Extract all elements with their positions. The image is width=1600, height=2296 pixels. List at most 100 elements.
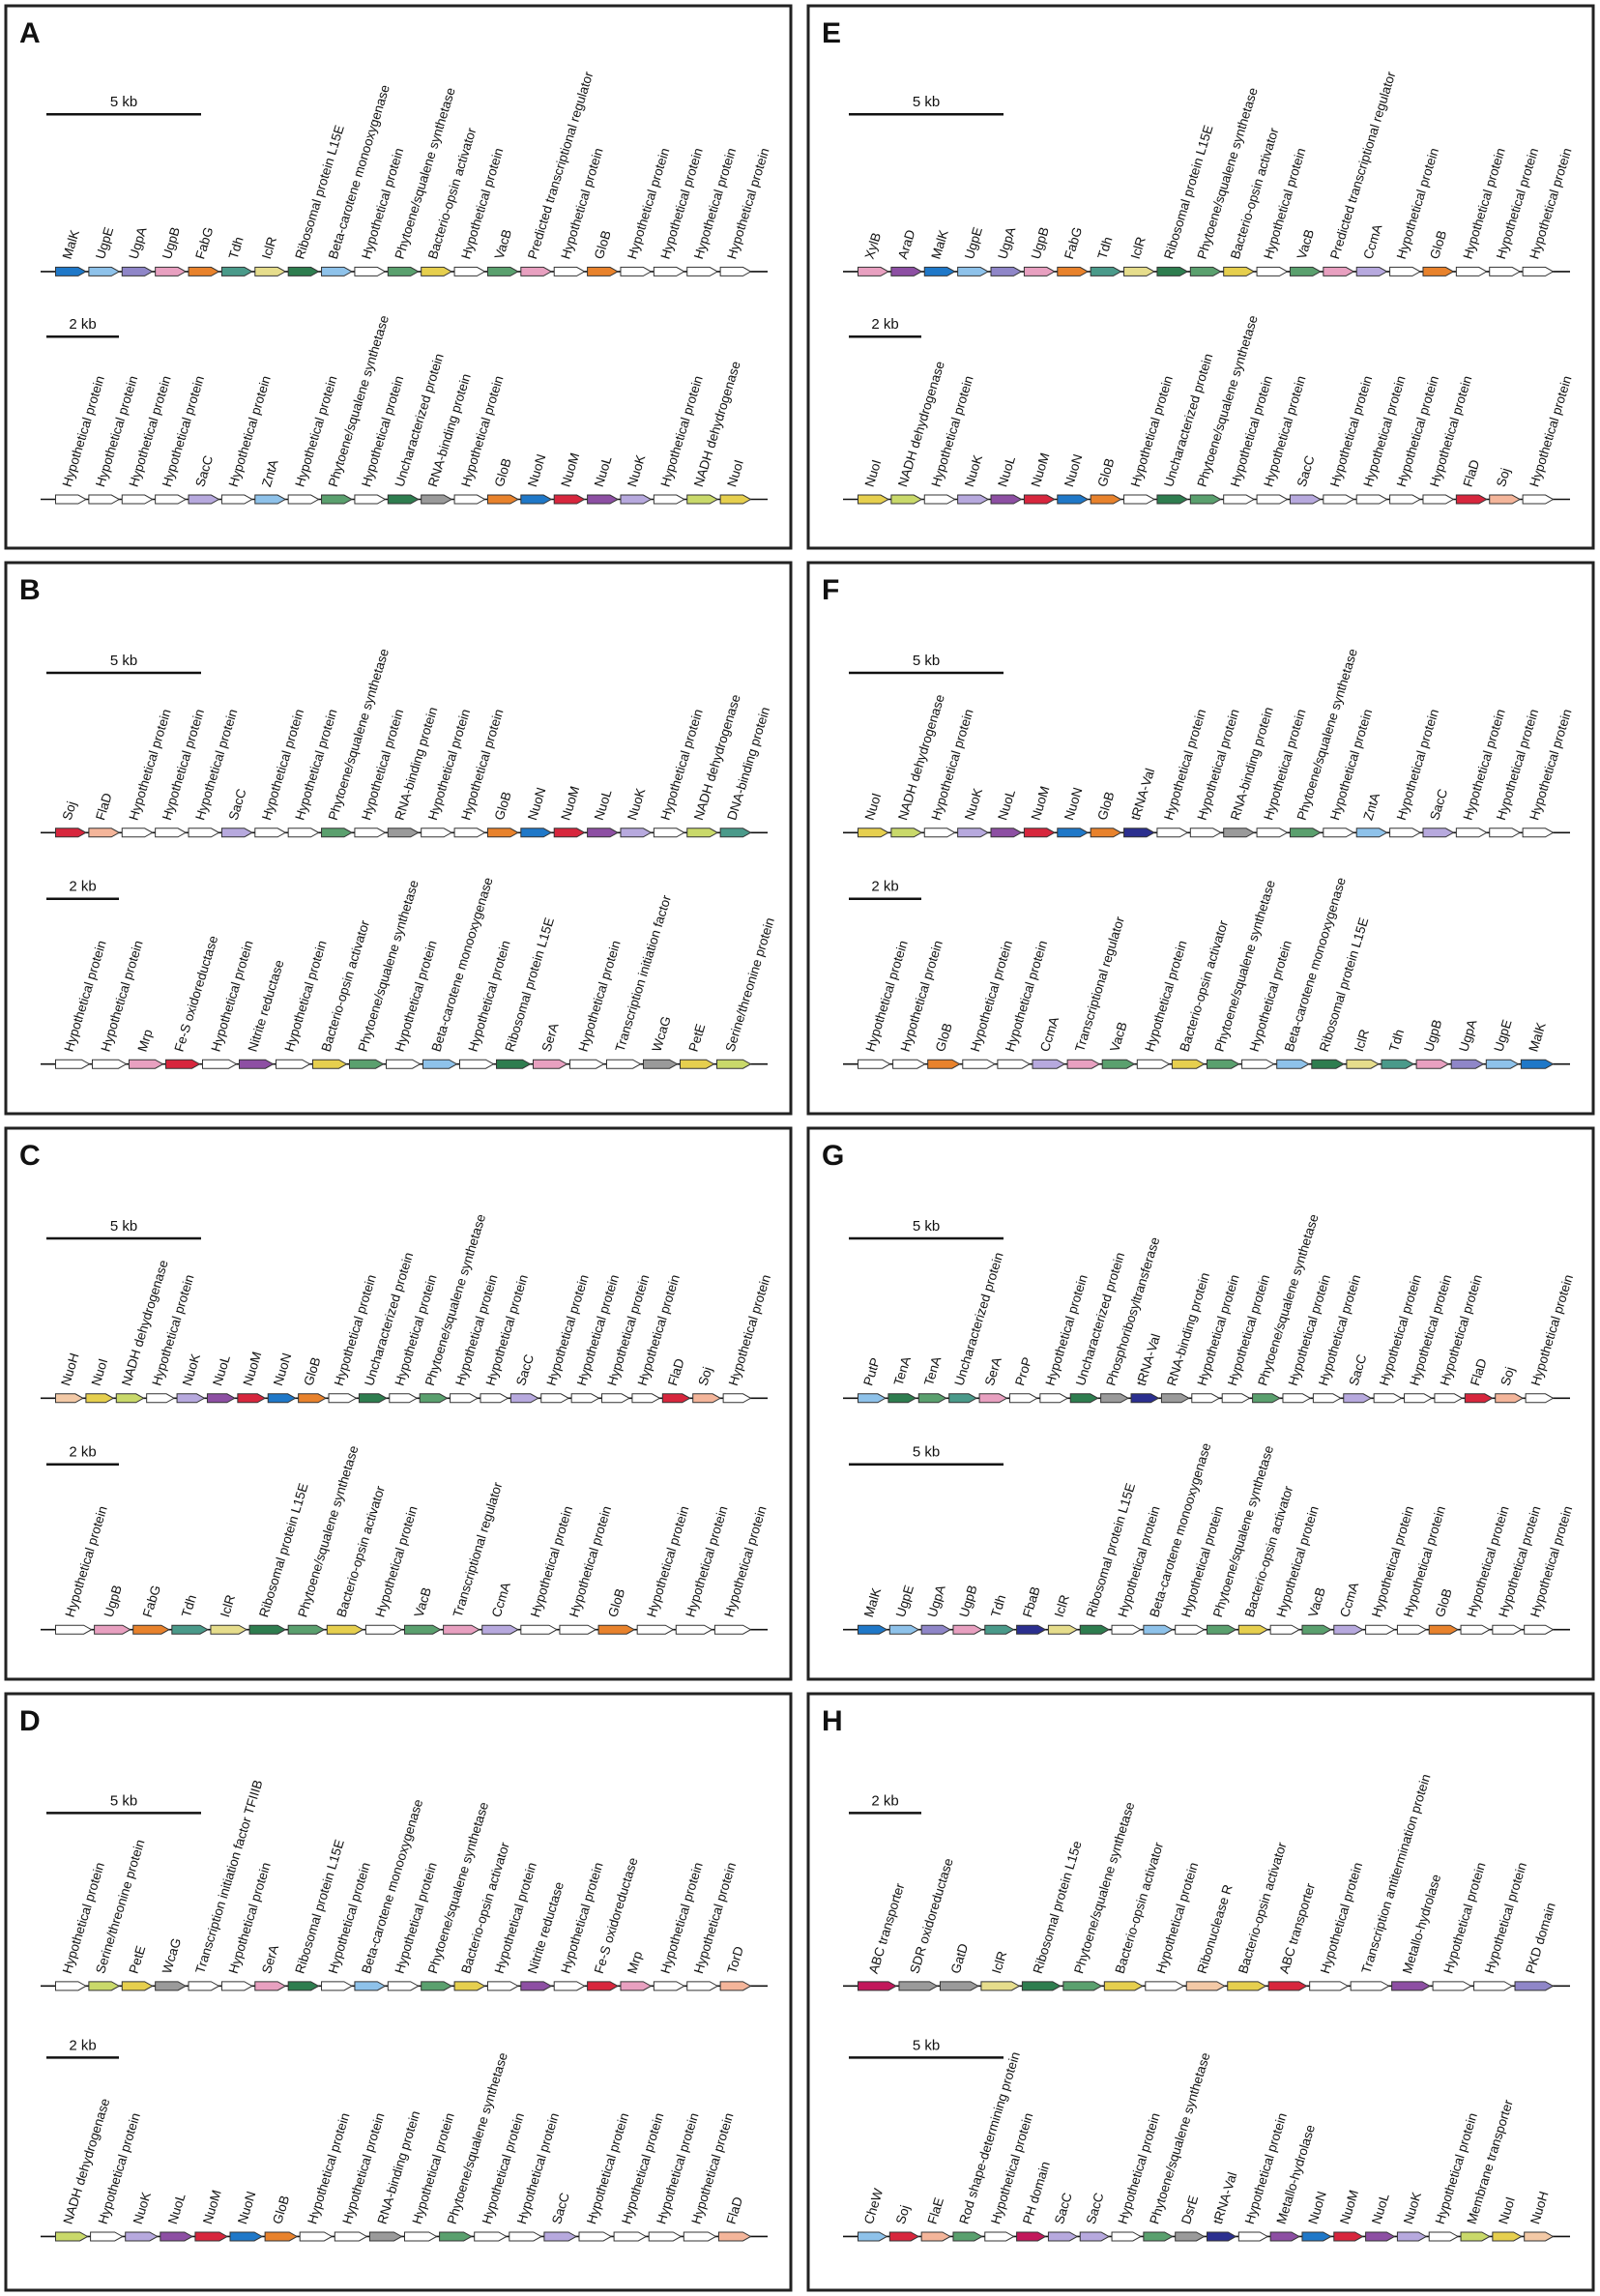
gene-arrow [597, 1624, 636, 1635]
gene-arrow [990, 266, 1023, 276]
gene-arrow [88, 266, 121, 276]
gene-arrow [858, 494, 889, 505]
gene-arrow [1143, 2231, 1174, 2242]
gene-arrow [927, 1059, 961, 1069]
gene-arrow [1175, 2231, 1206, 2242]
gene-arrow [188, 266, 220, 276]
gene-arrow [264, 2231, 299, 2242]
gene-arrow [984, 2231, 1015, 2242]
gene-arrow [387, 828, 420, 838]
gene-arrow [962, 1059, 996, 1069]
gene-arrow [287, 494, 320, 505]
gene-arrow [55, 266, 87, 276]
gene-arrow [220, 266, 253, 276]
gene-arrow [160, 2231, 193, 2242]
gene-arrow [1343, 1393, 1373, 1404]
gene-arrow [155, 494, 188, 505]
gene-arrow [267, 1393, 297, 1404]
gene-arrow [1039, 1393, 1069, 1404]
panel-letter: B [19, 574, 41, 606]
gene-arrow [1524, 2231, 1555, 2242]
gene-arrow [474, 2231, 508, 2242]
gene-arrow [404, 2231, 438, 2242]
gene-arrow [984, 1624, 1015, 1635]
gene-arrow [155, 828, 188, 838]
gene-arrow [890, 828, 923, 838]
gene-arrow [171, 1624, 209, 1635]
gene-arrow [1185, 1981, 1226, 1991]
gene-arrow [129, 1059, 164, 1069]
gene-arrow [601, 1393, 630, 1404]
gene-arrow [1323, 828, 1355, 838]
gene-arrow [237, 1393, 267, 1404]
gene-arrow [443, 1624, 480, 1635]
gene-arrow [1023, 828, 1056, 838]
gene-arrow [952, 2231, 983, 2242]
gene-arrow [1289, 494, 1322, 505]
gene-arrow [90, 2231, 124, 2242]
gene-arrow [1207, 2231, 1237, 2242]
gene-arrow [1143, 1624, 1174, 1635]
gene-arrow [858, 266, 889, 276]
gene-arrow [1355, 494, 1388, 505]
gene-arrow [1269, 2231, 1300, 2242]
scale-bar-label: 2 kb [69, 2037, 96, 2053]
gene-arrow [1365, 1624, 1396, 1635]
gene-arrow [858, 1393, 887, 1404]
gene-arrow [858, 1624, 888, 1635]
gene-arrow [1404, 1393, 1433, 1404]
gene-arrow [1111, 1624, 1142, 1635]
gene-arrow [716, 1059, 752, 1069]
gene-arrow [220, 494, 253, 505]
gene-arrow [115, 1393, 145, 1404]
gene-arrow [1489, 266, 1522, 276]
gene-arrow [1269, 1624, 1300, 1635]
gene-arrow [188, 828, 220, 838]
gene-arrow [229, 2231, 264, 2242]
gene-arrow [1103, 1981, 1144, 1991]
gene-arrow [1312, 1393, 1342, 1404]
gene-arrow [892, 1059, 926, 1069]
gene-arrow [540, 1393, 570, 1404]
gene-arrow [1389, 266, 1421, 276]
gene-arrow [643, 1059, 679, 1069]
gene-arrow [421, 266, 453, 276]
scale-bar-label: 5 kb [110, 94, 137, 110]
gene-arrow [55, 2231, 89, 2242]
gene-arrow [210, 1624, 248, 1635]
gene-arrow [1381, 1059, 1415, 1069]
gene-arrow [1079, 2231, 1111, 2242]
gene-label: IclR [259, 235, 279, 261]
scale-bar-label: 5 kb [913, 2037, 940, 2053]
gene-arrow [1301, 1624, 1332, 1635]
gene-arrow [520, 1981, 553, 1991]
gene-arrow [1256, 266, 1289, 276]
gene-arrow [1350, 1981, 1390, 1991]
panel-frame [806, 4, 1595, 550]
scale-bar-label: 5 kb [913, 94, 940, 110]
gene-arrow [1008, 1393, 1038, 1404]
gene-label: Tdh [226, 235, 247, 261]
panel-frame [806, 1126, 1595, 1681]
gene-label: IclR [1352, 1028, 1372, 1054]
gene-arrow [146, 1393, 176, 1404]
gene-arrow [364, 1624, 403, 1635]
gene-arrow [692, 1393, 722, 1404]
gene-arrow [719, 266, 752, 276]
gene-arrow [1282, 1393, 1312, 1404]
gene-arrow [920, 1624, 951, 1635]
gene-arrow [88, 828, 121, 838]
gene-arrow [206, 1393, 236, 1404]
gene-arrow [920, 2231, 951, 2242]
gene-arrow [287, 266, 320, 276]
gene-arrow [1130, 1393, 1160, 1404]
gene-label: Tdh [179, 1593, 199, 1619]
gene-arrow [686, 1981, 719, 1991]
gene-arrow [686, 266, 719, 276]
gene-arrow [1136, 1059, 1171, 1069]
gene-arrow [1432, 1981, 1472, 1991]
